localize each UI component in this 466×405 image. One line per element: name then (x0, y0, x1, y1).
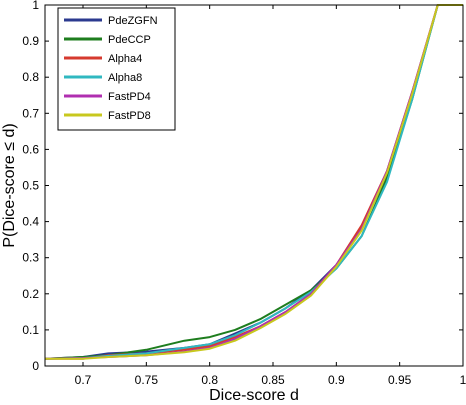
legend-label-alpha4: Alpha4 (108, 53, 142, 65)
x-axis-label: Dice-score d (209, 387, 299, 404)
y-tick-label: 0.3 (22, 251, 39, 265)
ticks-layer: 0.7 0.75 0.8 0.85 0.9 0.95 1 0 0.1 0.2 0.3 0.4 0.5 0.… (22, 0, 466, 387)
series-line-alpha8 (44, 4, 463, 360)
y-tick-label: 1 (32, 0, 39, 12)
legend-label-alpha8: Alpha8 (108, 72, 142, 84)
x-tick-label: 1 (460, 373, 466, 387)
y-tick-label: 0.7 (22, 106, 39, 120)
x-tick-label: 0.9 (328, 373, 345, 387)
y-tick-label: 0.1 (22, 323, 39, 337)
legend: PdeZGFN PdeCCP Alpha4 Alpha8 FastPD4 FastPD8 (57, 7, 176, 131)
y-tick-label: 0.4 (22, 215, 39, 229)
legend-label-pdeccp: PdeCCP (108, 34, 151, 46)
x-tick-label: 0.8 (201, 373, 218, 387)
x-tick-label: 0.75 (135, 373, 159, 387)
x-tick-label: 0.85 (261, 373, 285, 387)
y-tick-label: 0 (32, 359, 39, 373)
series-line-fastpd8 (45, 4, 463, 360)
y-tick-label: 0.8 (22, 70, 39, 84)
y-tick-label: 0.2 (22, 287, 39, 301)
x-tick-label: 0.95 (388, 373, 412, 387)
x-tick-label: 0.7 (75, 373, 92, 387)
y-tick-label: 0.9 (22, 34, 39, 48)
series-layer (44, 4, 463, 360)
legend-label-pdezgfn: PdeZGFN (108, 15, 158, 27)
y-tick-label: 0.5 (22, 179, 39, 193)
legend-label-fastpd4: FastPD4 (108, 91, 151, 103)
legend-label-fastpd8: FastPD8 (108, 110, 151, 122)
y-axis-label: P(Dice-score ≤ d) (1, 123, 18, 247)
y-tick-label: 0.6 (22, 142, 39, 156)
legend-box (57, 7, 176, 131)
